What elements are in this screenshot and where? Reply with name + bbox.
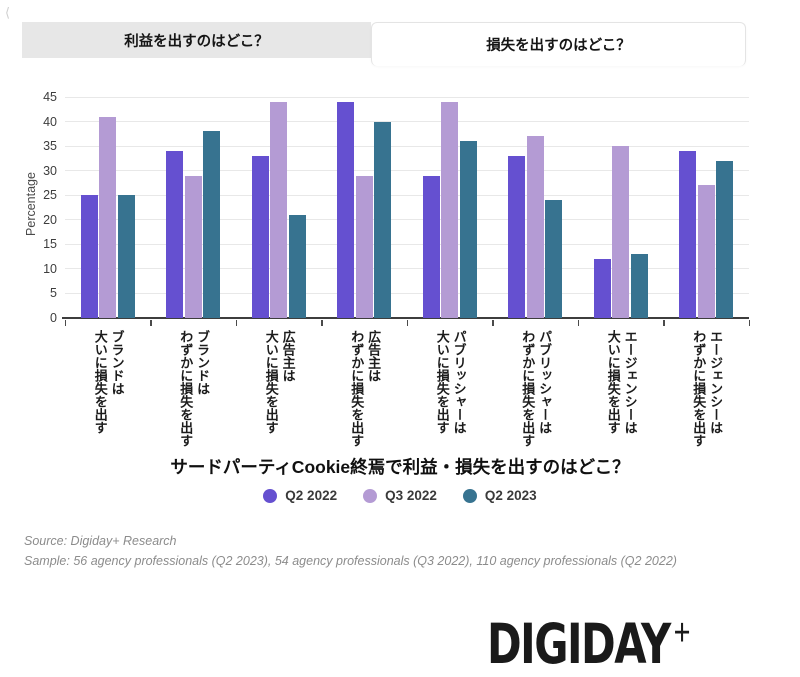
x-tick [406, 320, 408, 326]
bar-q2-2022-cat5 [508, 155, 526, 318]
bar-q2-2023-cat7 [716, 160, 734, 318]
gridline [65, 145, 749, 147]
gridline [65, 292, 749, 294]
bar-q3-2022-cat2 [270, 101, 288, 318]
legend-item: Q2 2022 [263, 488, 337, 503]
legend-dot-icon [462, 488, 477, 503]
legend-dot-icon [263, 488, 278, 503]
x-axis-line [62, 316, 749, 319]
bar-q2-2023-cat5 [545, 200, 563, 318]
x-category-text: ブランドは わずかに損失を出す [178, 330, 211, 447]
chart-title: サードパーティCookie終焉で利益・損失を出すのはどこ？ [170, 457, 630, 477]
x-category-text: エージェンシーは 大いに損失を出す [605, 330, 638, 434]
bar-q2-2022-cat1 [166, 151, 184, 318]
y-tick-label: 35 [43, 139, 57, 154]
x-tick [663, 320, 665, 326]
gridline [65, 194, 749, 196]
bar-q2-2022-cat4 [422, 175, 440, 318]
bar-q2-2022-cat7 [679, 151, 697, 318]
bar-q3-2022-cat5 [526, 136, 544, 318]
bar-q2-2022-cat0 [80, 195, 98, 318]
legend-label: Q2 2023 [484, 488, 537, 503]
gridline [65, 219, 749, 221]
x-category-label: パブリッシャーは 大いに損失を出す [407, 330, 493, 470]
bar-chart-plot-area: 0 5 10 15 20 25 30 35 40 45 ブランドは 大いに損失を出す ブランドは わず… [43, 91, 750, 447]
bar-q2-2023-cat3 [374, 121, 392, 318]
x-category-text: 広告主は わずかに損失を出す [349, 330, 382, 447]
x-category-text: エージェンシーは わずかに損失を出す [691, 330, 724, 447]
tab-who-loses[interactable]: 損失を出すのはどこ？ [370, 22, 746, 66]
x-category-text: ブランドは 大いに損失を出す [92, 330, 125, 434]
x-category-text: パブリッシャーは 大いに損失を出す [434, 330, 467, 434]
x-category-label: エージェンシーは 大いに損失を出す [578, 330, 664, 470]
tab-who-profits[interactable]: 利益を出すのはどこ？ [22, 22, 371, 58]
digiday-logo: DIGIDAY+ [487, 612, 690, 676]
y-tick-label: 5 [50, 286, 57, 301]
y-tick-label: 30 [43, 163, 57, 178]
x-tick [150, 320, 152, 326]
bar-q3-2022-cat6 [612, 146, 630, 318]
bar-q2-2023-cat6 [630, 254, 648, 318]
digiday-wordmark: DIGIDAY [487, 612, 671, 676]
x-category-text: パブリッシャーは わずかに損失を出す [520, 330, 553, 447]
legend-label: Q3 2022 [385, 488, 437, 503]
x-tick [577, 320, 579, 326]
x-category-label: ブランドは 大いに損失を出す [65, 330, 151, 470]
gridline [65, 170, 749, 172]
bar-q3-2022-cat7 [697, 185, 715, 318]
x-category-label: パブリッシャーは わずかに損失を出す [493, 330, 579, 470]
bar-q2-2023-cat1 [203, 131, 221, 318]
x-category-label: ブランドは わずかに損失を出す [151, 330, 237, 470]
y-tick-label: 20 [43, 212, 57, 227]
y-tick-label: 10 [43, 261, 57, 276]
y-tick-label: 25 [43, 188, 57, 203]
source-line: Source: Digiday+ Research [24, 534, 177, 548]
tab-bar: 利益を出すのはどこ？ 損失を出すのはどこ？ [22, 22, 746, 66]
x-category-label: 広告主は わずかに損失を出す [322, 330, 408, 470]
plus-icon: + [673, 612, 691, 654]
chart-legend: Q2 2022 Q3 2022 Q2 2023 [0, 488, 800, 503]
sample-line: Sample: 56 agency professionals (Q2 2023… [24, 554, 677, 568]
legend-item: Q3 2022 [363, 488, 437, 503]
bar-q3-2022-cat0 [99, 116, 117, 318]
bar-q2-2023-cat4 [459, 141, 477, 318]
bar-q2-2023-cat2 [288, 214, 306, 318]
legend-item: Q2 2023 [462, 488, 537, 503]
x-category-label: 広告主は 大いに損失を出す [236, 330, 322, 470]
bar-q3-2022-cat3 [355, 175, 373, 318]
x-tick [492, 320, 494, 326]
chevron-left-icon[interactable]: ⟨ [5, 5, 11, 20]
x-category-text: 広告主は 大いに損失を出す [263, 330, 296, 434]
gridline [65, 268, 749, 270]
bar-q2-2022-cat3 [337, 101, 355, 318]
bar-q2-2022-cat6 [593, 259, 611, 318]
x-tick [321, 320, 323, 326]
y-tick-label: 45 [43, 90, 57, 104]
bar-q2-2023-cat0 [117, 195, 135, 318]
legend-dot-icon [363, 488, 378, 503]
y-tick-label: 40 [43, 114, 57, 129]
x-tick [748, 320, 750, 326]
y-tick-label: 0 [50, 311, 57, 325]
x-category-label: エージェンシーは わずかに損失を出す [664, 330, 750, 470]
y-tick-label: 15 [43, 237, 57, 252]
bar-q2-2022-cat2 [251, 155, 269, 318]
gridline [65, 243, 749, 245]
x-tick [64, 320, 66, 326]
bar-q3-2022-cat1 [184, 175, 202, 318]
bar-q3-2022-cat4 [441, 101, 459, 318]
gridline [65, 96, 749, 98]
legend-label: Q2 2022 [285, 488, 338, 503]
x-tick [235, 320, 237, 326]
gridline [65, 121, 749, 123]
